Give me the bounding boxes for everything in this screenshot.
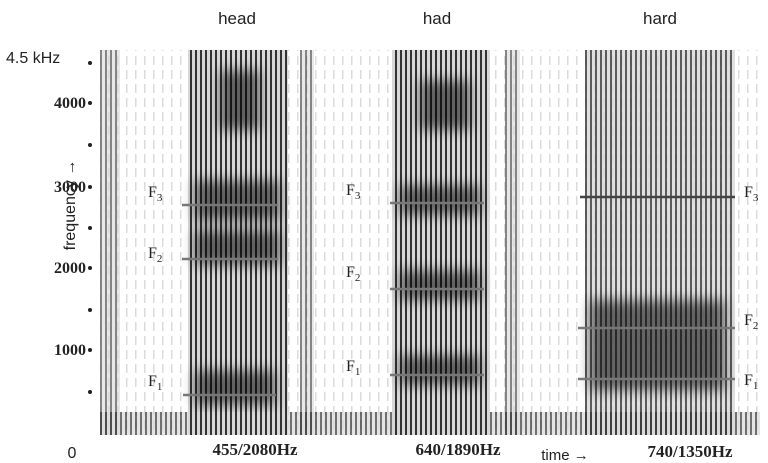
formant-index: 2 (157, 253, 163, 265)
formant-letter: F (744, 372, 753, 389)
formant-letter: F (148, 184, 157, 201)
y-tick-label: 4000 (54, 95, 86, 112)
word-label: had (423, 9, 451, 28)
formant-index: 2 (355, 272, 361, 284)
formant-label: F2 (744, 312, 758, 332)
y-tick-label: 3000 (54, 179, 86, 196)
spectrogram (100, 50, 760, 435)
formant-label: F3 (148, 184, 163, 204)
formant-label: F1 (346, 358, 360, 378)
formant-index: 1 (157, 381, 163, 393)
caption: 640/1890Hz (416, 440, 501, 459)
formant-index: 2 (753, 320, 759, 332)
formant-label: F2 (148, 245, 162, 265)
formant-lines (182, 195, 735, 397)
formant-letter: F (148, 245, 157, 262)
y-tick-label: 1000 (54, 342, 86, 359)
time-label: time → (541, 447, 589, 463)
formant-index: 1 (753, 380, 759, 392)
y-zero-label: 0 (68, 445, 77, 462)
formant-label: F2 (346, 264, 360, 284)
formant-letter: F (346, 264, 355, 281)
caption: 455/2080Hz (213, 440, 298, 459)
word-label: head (218, 9, 256, 28)
formant-letter: F (744, 312, 753, 329)
y-tick-label: 2000 (54, 260, 86, 277)
word-label: hard (643, 9, 677, 28)
formant-index: 3 (157, 192, 163, 204)
formant-label: F1 (148, 373, 162, 393)
formant-index: 3 (355, 190, 361, 202)
formant-index: 1 (355, 366, 361, 378)
formant-letter: F (346, 182, 355, 199)
formant-label: F3 (346, 182, 361, 202)
y-axis-title: frequency → (62, 160, 79, 251)
axis-dots (88, 61, 92, 394)
formant-letter: F (346, 358, 355, 375)
y-top-label: 4.5 kHz (6, 50, 60, 67)
formant-label: F3 (744, 184, 759, 204)
formant-index: 3 (753, 192, 759, 204)
formant-letter: F (744, 184, 753, 201)
formant-label: F1 (744, 372, 758, 392)
formant-letter: F (148, 373, 157, 390)
caption: 740/1350Hz (648, 442, 733, 461)
